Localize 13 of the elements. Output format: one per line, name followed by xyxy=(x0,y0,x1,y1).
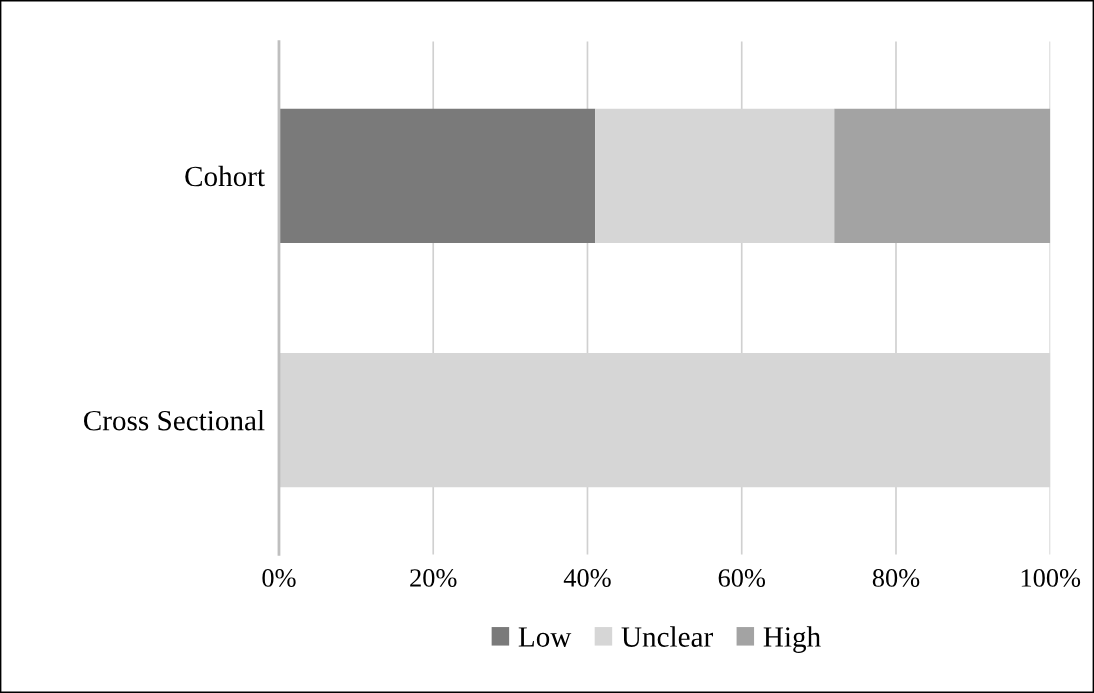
x-tick-label: 0% xyxy=(262,569,296,587)
x-tick-label: 100% xyxy=(1021,569,1081,587)
legend-label: Low xyxy=(518,627,572,647)
legend-label: Unclear xyxy=(621,626,713,647)
x-tick-label: 20% xyxy=(410,569,457,587)
bar xyxy=(278,108,596,244)
x-tick-label: 80% xyxy=(872,569,920,587)
x-tick-label: 60% xyxy=(718,569,766,587)
y-tick-label: Cross Sectional xyxy=(84,409,265,431)
y-tick-label: Cohort xyxy=(185,165,265,187)
x-tick-label: 40% xyxy=(563,569,611,587)
legend-label: High xyxy=(763,626,821,653)
bar xyxy=(834,108,1051,244)
